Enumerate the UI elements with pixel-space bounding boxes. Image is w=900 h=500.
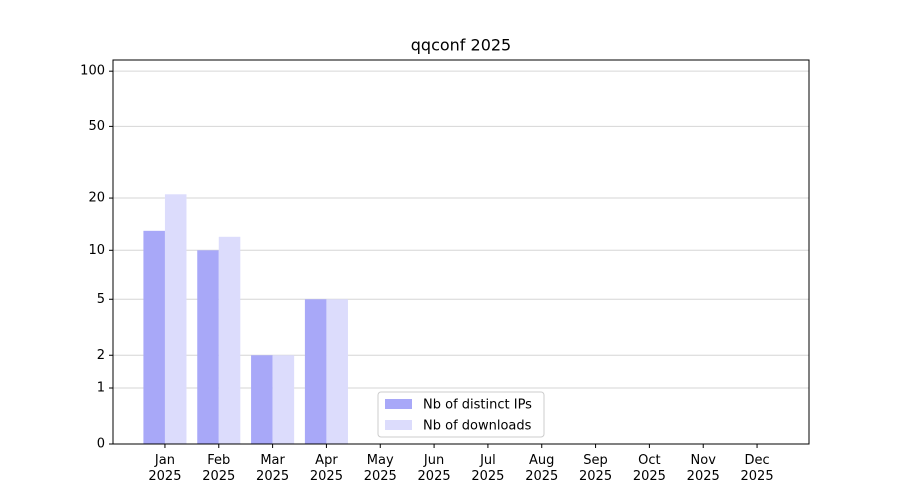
legend-label: Nb of distinct IPs xyxy=(423,398,532,413)
x-tick-label: Mar 2025 xyxy=(256,453,290,484)
x-tick-label: Jul 2025 xyxy=(471,453,505,484)
bar xyxy=(304,299,327,444)
bar xyxy=(251,355,273,444)
legend-label: Nb of downloads xyxy=(423,419,532,434)
x-tick-label: Dec 2025 xyxy=(740,453,774,484)
bar xyxy=(197,250,219,444)
bar xyxy=(218,236,241,444)
y-tick-label: 0 xyxy=(97,437,105,452)
x-tick-label: Sep 2025 xyxy=(579,453,613,484)
legend-swatch xyxy=(385,420,412,430)
chart-title: qqconf 2025 xyxy=(411,36,511,55)
bar xyxy=(326,299,348,444)
legend-swatch xyxy=(385,399,412,409)
x-tick-label: Nov 2025 xyxy=(686,453,720,484)
plot-frame xyxy=(112,59,810,445)
bar xyxy=(272,355,295,444)
x-tick-label: Oct 2025 xyxy=(632,453,666,484)
x-tick-label: Jan 2025 xyxy=(148,453,182,484)
y-tick-label: 100 xyxy=(80,64,105,79)
x-tick-label: Aug 2025 xyxy=(525,453,559,484)
y-tick-label: 50 xyxy=(88,119,105,134)
y-tick-label: 20 xyxy=(88,191,105,206)
bar xyxy=(143,230,165,444)
y-tick-label: 10 xyxy=(88,243,105,258)
x-tick-label: Jun 2025 xyxy=(417,453,451,484)
y-tick-label: 1 xyxy=(97,381,105,396)
bar xyxy=(164,194,187,444)
x-tick-label: May 2025 xyxy=(363,453,397,484)
legend-box xyxy=(377,391,545,438)
x-tick-label: Apr 2025 xyxy=(309,453,343,484)
x-tick-label: Feb 2025 xyxy=(202,453,236,484)
y-tick-label: 2 xyxy=(97,348,105,363)
y-tick-label: 5 xyxy=(97,292,105,307)
